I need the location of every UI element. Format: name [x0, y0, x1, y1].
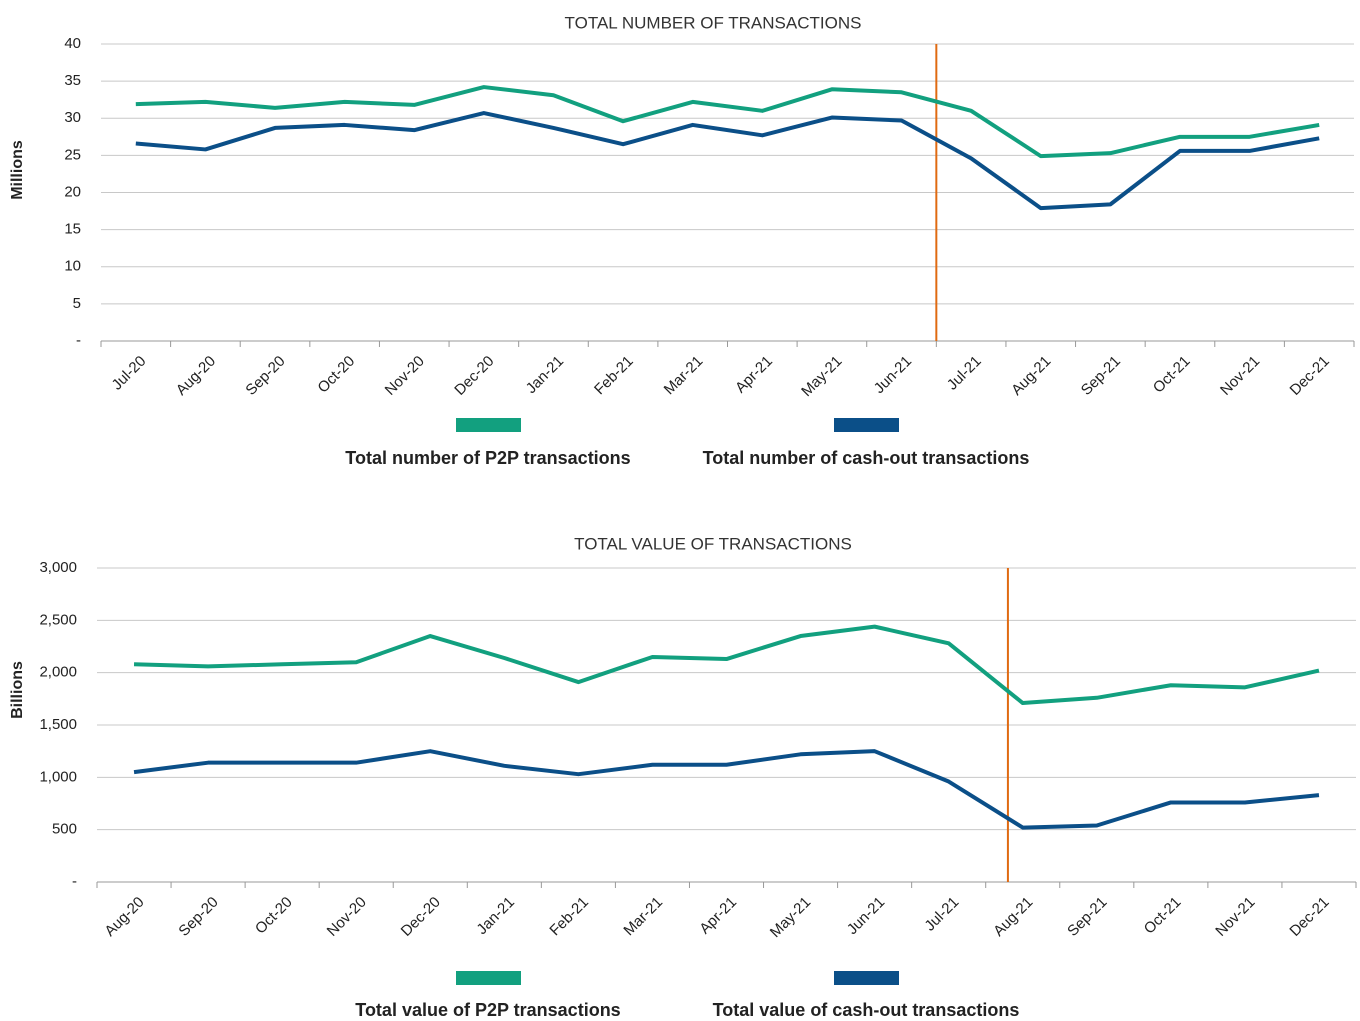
- legend-label: Total value of cash-out transactions: [713, 1000, 1020, 1020]
- series-line: [133, 749, 1320, 830]
- y-tick-label: 35: [64, 72, 81, 89]
- x-tick-label: Aug-21: [1008, 353, 1054, 399]
- y-tick-label: 1,000: [39, 768, 77, 785]
- y-tick-label: 2,500: [39, 611, 77, 628]
- legend-swatch: [456, 971, 521, 985]
- legend-swatch: [834, 971, 899, 985]
- legend-label: Total value of P2P transactions: [355, 1000, 620, 1020]
- y-tick-label: -: [72, 873, 77, 890]
- chart-title: TOTAL VALUE OF TRANSACTIONS: [574, 534, 852, 553]
- x-tick-label: Sep-20: [175, 894, 221, 940]
- x-tick-label: Dec-20: [398, 894, 444, 940]
- y-tick-label: 30: [64, 109, 81, 126]
- y-tick-label: 20: [64, 183, 81, 200]
- x-tick-label: Mar-21: [620, 894, 666, 940]
- x-tick-label: Sep-20: [242, 353, 288, 399]
- x-tick-label: Oct-20: [314, 353, 358, 397]
- x-tick-label: Nov-21: [1217, 353, 1263, 399]
- x-tick-label: Aug-20: [101, 894, 147, 940]
- x-tick-label: Dec-21: [1286, 894, 1332, 940]
- series-line: [133, 624, 1320, 706]
- series-line: [135, 85, 1320, 159]
- x-tick-label: Jul-21: [921, 894, 962, 935]
- x-tick-label: Feb-21: [546, 894, 592, 940]
- legend-label: Total number of cash-out transactions: [703, 448, 1030, 468]
- y-tick-label: 1,500: [39, 716, 77, 733]
- chart-title: TOTAL NUMBER OF TRANSACTIONS: [565, 13, 862, 32]
- y-tick-label: 10: [64, 258, 81, 275]
- y-tick-label: 25: [64, 146, 81, 163]
- legend-swatch: [834, 418, 899, 432]
- x-tick-label: Dec-20: [451, 353, 497, 399]
- x-tick-label: Apr-21: [732, 353, 776, 397]
- x-tick-label: Sep-21: [1064, 894, 1110, 940]
- x-tick-label: Jul-21: [944, 353, 985, 394]
- x-tick-label: Feb-21: [591, 353, 637, 399]
- x-tick-label: Nov-21: [1212, 894, 1258, 940]
- y-tick-label: 40: [64, 35, 81, 52]
- x-tick-label: Jun-21: [844, 894, 888, 938]
- y-tick-label: -: [76, 332, 81, 349]
- x-tick-label: Aug-20: [173, 353, 219, 399]
- x-tick-label: Sep-21: [1078, 353, 1124, 399]
- x-tick-label: Jan-21: [523, 353, 567, 397]
- y-tick-label: 500: [52, 821, 77, 838]
- legend-label: Total number of P2P transactions: [345, 448, 630, 468]
- y-tick-label: 15: [64, 221, 81, 238]
- x-tick-label: Jan-21: [473, 894, 517, 938]
- x-tick-label: Apr-21: [696, 894, 740, 938]
- x-tick-label: Mar-21: [661, 353, 707, 399]
- y-tick-label: 5: [73, 295, 81, 312]
- legend-swatch: [456, 418, 521, 432]
- y-axis-label: Millions: [9, 140, 26, 200]
- x-tick-label: Oct-21: [1141, 894, 1185, 938]
- x-tick-label: May-21: [798, 353, 845, 400]
- x-tick-label: Nov-20: [382, 353, 428, 399]
- series-line: [135, 111, 1320, 211]
- y-tick-label: 3,000: [39, 559, 77, 576]
- x-tick-label: Jun-21: [871, 353, 915, 397]
- x-tick-label: Oct-20: [252, 894, 296, 938]
- y-axis-label: Billions: [9, 661, 26, 719]
- x-tick-label: Nov-20: [324, 894, 370, 940]
- x-tick-label: Dec-21: [1287, 353, 1333, 399]
- y-tick-label: 2,000: [39, 664, 77, 681]
- x-tick-label: May-21: [767, 894, 814, 941]
- x-tick-label: Jul-20: [109, 353, 150, 394]
- x-tick-label: Oct-21: [1150, 353, 1194, 397]
- x-tick-label: Aug-21: [990, 894, 1036, 940]
